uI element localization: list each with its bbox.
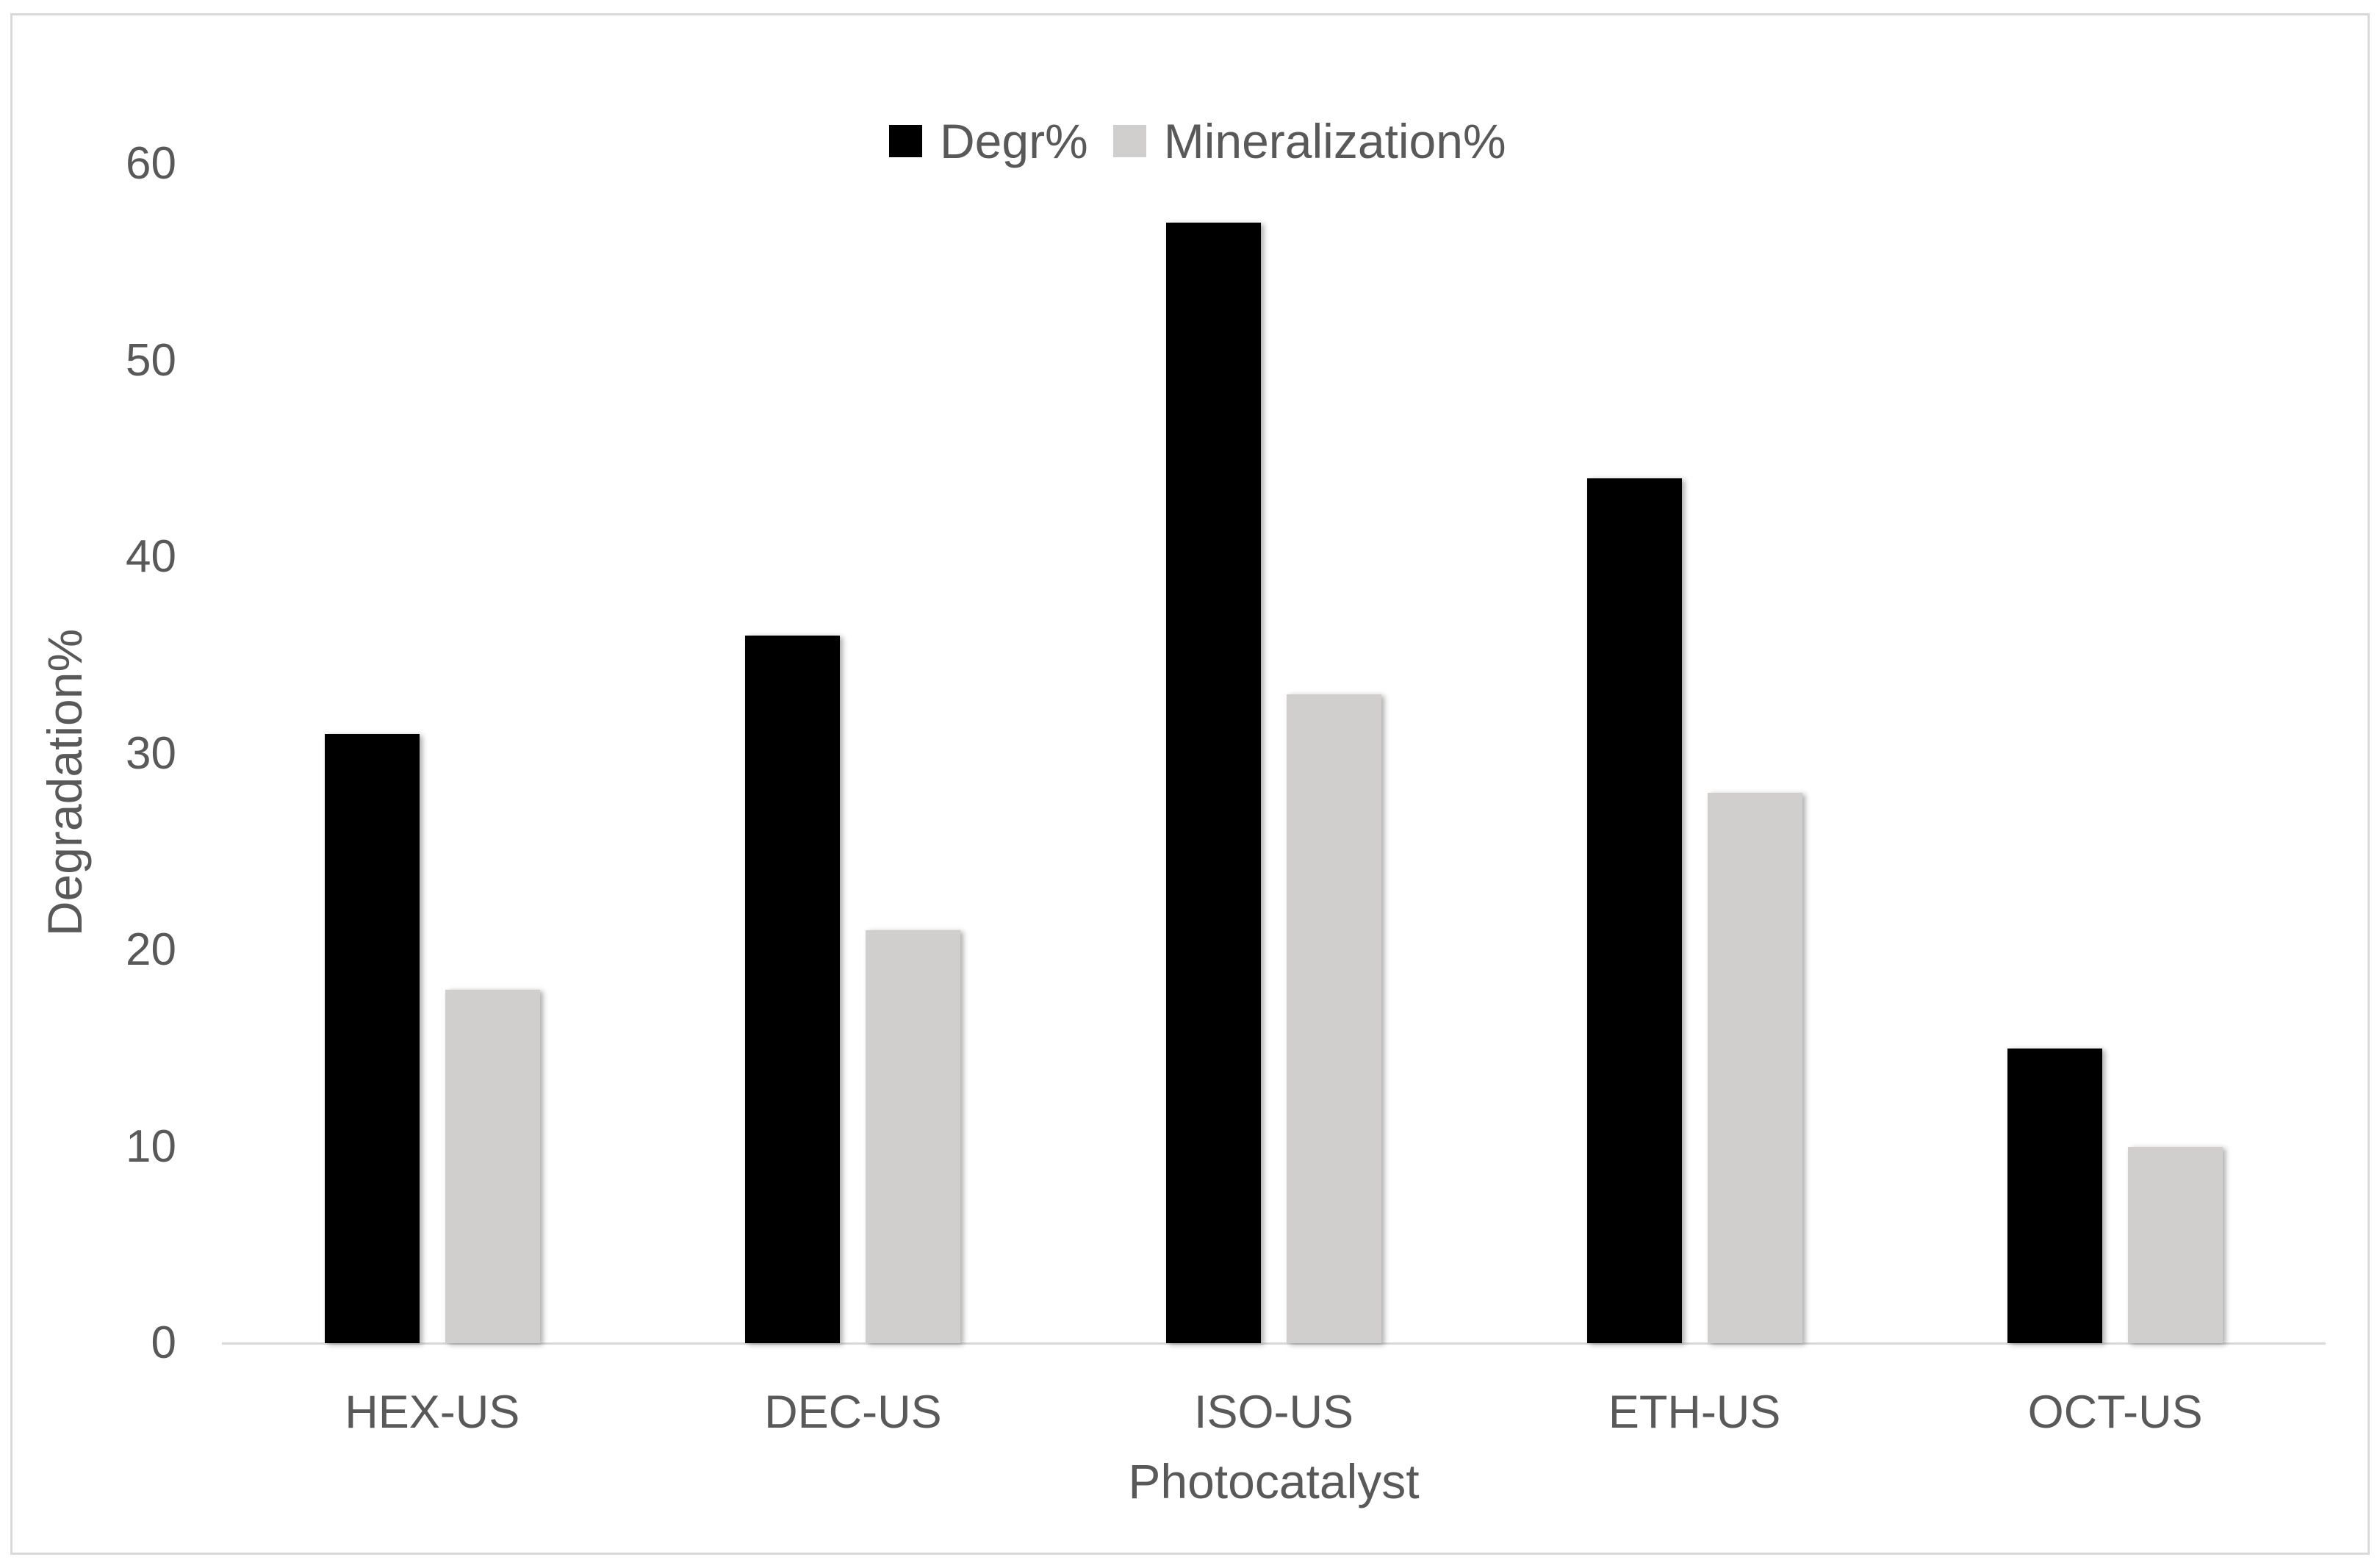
bar-mineralization-oct-us (2128, 1146, 2223, 1343)
y-tick-label-0: 0 (151, 1317, 176, 1368)
category-slot-eth-us (1484, 164, 1905, 1343)
legend-swatch-icon (889, 125, 922, 157)
y-tick-label-30: 30 (126, 727, 176, 779)
category-label-eth-us: ETH-US (1608, 1387, 1781, 1438)
y-tick-label-40: 40 (126, 531, 176, 582)
category-slot-iso-us (1063, 164, 1484, 1343)
x-axis-title: Photocatalyst (1128, 1454, 1420, 1508)
category-label-iso-us: ISO-US (1193, 1387, 1353, 1438)
chart-legend: Degr% Mineralization% (889, 112, 1506, 170)
y-tick-label-60: 60 (126, 138, 176, 189)
category-slot-dec-us (643, 164, 1064, 1343)
bar-degr-eth-us (1586, 478, 1682, 1343)
bar-degr-hex-us (324, 733, 420, 1343)
legend-label: Degr% (940, 114, 1088, 168)
bar-mineralization-dec-us (866, 930, 961, 1343)
category-label-oct-us: OCT-US (2027, 1387, 2203, 1438)
x-axis-category-labels: HEX-US DEC-US ISO-US ETH-US OCT-US (222, 1383, 2326, 1442)
x-axis-line (222, 1342, 2326, 1345)
legend-swatch-icon (1112, 125, 1146, 157)
bar-mineralization-iso-us (1286, 694, 1381, 1343)
y-tick-label-20: 20 (126, 924, 176, 975)
y-tick-label-10: 10 (126, 1121, 176, 1172)
bar-degr-iso-us (1165, 223, 1261, 1343)
bar-mineralization-hex-us (445, 989, 540, 1343)
y-axis-title: Degradation% (37, 628, 92, 937)
legend-item-mineralization: Mineralization% (1112, 112, 1506, 170)
legend-label: Mineralization% (1163, 114, 1506, 168)
bar-degr-dec-us (745, 636, 841, 1343)
category-label-dec-us: DEC-US (764, 1387, 942, 1438)
bar-mineralization-eth-us (1707, 793, 1802, 1343)
legend-item-degr: Degr% (889, 112, 1088, 170)
bar-degr-oct-us (2007, 1048, 2103, 1343)
plot-area (222, 164, 2326, 1343)
category-slot-hex-us (222, 164, 643, 1343)
category-slot-oct-us (1905, 164, 2326, 1343)
y-tick-label-50: 50 (126, 334, 176, 386)
category-label-hex-us: HEX-US (345, 1387, 520, 1438)
